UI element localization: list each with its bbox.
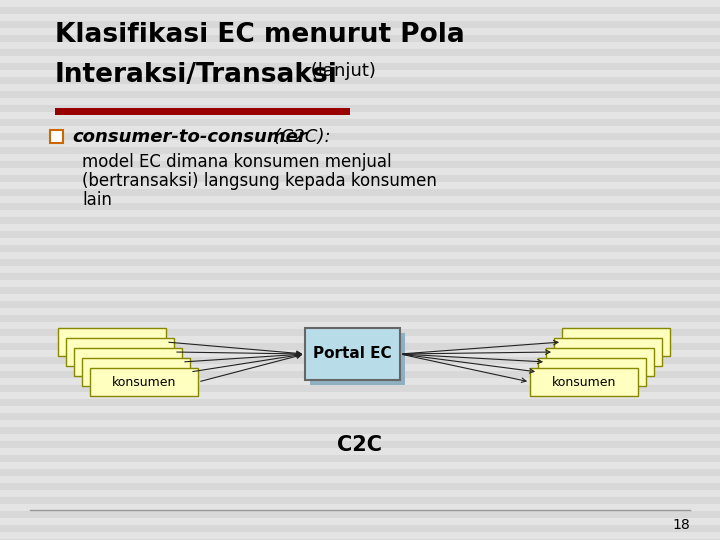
Bar [0, 350, 720, 357]
Text: Klasifikasi EC menurut Pola: Klasifikasi EC menurut Pola [55, 22, 464, 48]
Bar [0, 308, 720, 315]
Text: model EC dimana konsumen menjual: model EC dimana konsumen menjual [82, 153, 392, 171]
Bar [0, 476, 720, 483]
Bar [74, 348, 182, 376]
Bar [0, 434, 720, 441]
Bar [0, 168, 720, 175]
Bar [82, 358, 190, 386]
Text: lain: lain [82, 191, 112, 209]
Bar [0, 406, 720, 413]
Bar [0, 364, 720, 371]
Bar [0, 518, 720, 525]
Bar [0, 210, 720, 217]
Bar [0, 126, 720, 133]
Bar [0, 490, 720, 497]
Bar [310, 333, 405, 385]
Bar [0, 420, 720, 427]
Bar [0, 42, 720, 49]
Bar [0, 532, 720, 539]
Text: (C2C):: (C2C): [268, 128, 330, 146]
Bar [546, 348, 654, 376]
Text: consumer-to-consumer: consumer-to-consumer [72, 128, 307, 146]
Bar [554, 338, 662, 366]
Bar [538, 358, 646, 386]
Bar [0, 462, 720, 469]
Bar [55, 108, 350, 115]
Bar [0, 28, 720, 35]
Bar [305, 328, 400, 380]
Bar [0, 70, 720, 77]
Bar [0, 182, 720, 189]
Bar [66, 338, 174, 366]
Bar [0, 84, 720, 91]
Bar [0, 266, 720, 273]
Bar [90, 368, 198, 396]
Bar [530, 368, 638, 396]
Bar [50, 130, 63, 143]
Bar [0, 322, 720, 329]
Bar [0, 0, 720, 7]
Bar [58, 328, 166, 356]
Text: 18: 18 [672, 518, 690, 532]
Bar [0, 154, 720, 161]
Bar [0, 98, 720, 105]
Bar [562, 328, 670, 356]
Text: konsumen: konsumen [552, 375, 616, 388]
Text: konsumen: konsumen [112, 375, 176, 388]
Bar [0, 504, 720, 511]
Text: Interaksi/Transaksi: Interaksi/Transaksi [55, 62, 338, 88]
Bar [0, 252, 720, 259]
Bar [0, 224, 720, 231]
Bar [0, 392, 720, 399]
Bar [0, 448, 720, 455]
Bar [0, 140, 720, 147]
Text: (bertransaksi) langsung kepada konsumen: (bertransaksi) langsung kepada konsumen [82, 172, 437, 190]
Bar [0, 280, 720, 287]
Bar [0, 196, 720, 203]
Bar [0, 294, 720, 301]
Bar [0, 56, 720, 63]
Bar [0, 238, 720, 245]
Bar [0, 112, 720, 119]
Text: C2C: C2C [338, 435, 382, 455]
Bar [0, 378, 720, 385]
Text: (lanjut): (lanjut) [305, 62, 376, 80]
Text: Portal EC: Portal EC [313, 347, 392, 361]
Bar [0, 14, 720, 21]
Bar [0, 336, 720, 343]
